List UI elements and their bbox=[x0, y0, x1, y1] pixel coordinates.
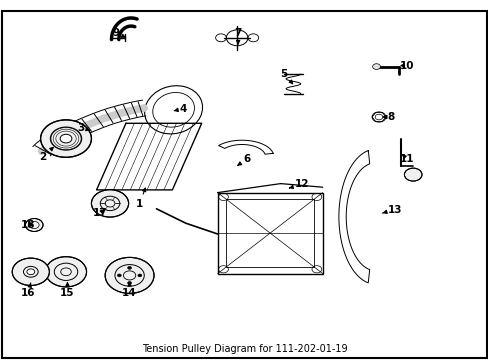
Text: 8: 8 bbox=[383, 112, 394, 122]
Bar bbox=[226, 199, 313, 267]
Circle shape bbox=[372, 64, 380, 69]
Circle shape bbox=[138, 274, 142, 277]
Circle shape bbox=[127, 282, 131, 284]
Circle shape bbox=[91, 190, 128, 217]
Text: 18: 18 bbox=[21, 220, 36, 230]
Text: 5: 5 bbox=[280, 69, 292, 84]
Text: 6: 6 bbox=[237, 154, 250, 165]
Circle shape bbox=[117, 274, 121, 277]
Text: 13: 13 bbox=[382, 204, 402, 215]
Text: 9: 9 bbox=[113, 28, 125, 38]
Bar bbox=[217, 193, 322, 274]
Circle shape bbox=[127, 266, 131, 269]
Circle shape bbox=[25, 219, 43, 231]
Circle shape bbox=[105, 257, 154, 293]
Circle shape bbox=[45, 257, 86, 287]
Circle shape bbox=[41, 120, 91, 157]
Text: 4: 4 bbox=[174, 104, 187, 114]
Text: Tension Pulley Diagram for 111-202-01-19: Tension Pulley Diagram for 111-202-01-19 bbox=[142, 343, 346, 354]
Text: 1: 1 bbox=[136, 188, 145, 210]
Text: 14: 14 bbox=[122, 283, 137, 298]
Text: 17: 17 bbox=[93, 208, 107, 218]
Circle shape bbox=[12, 258, 49, 285]
Circle shape bbox=[60, 134, 72, 143]
Text: 16: 16 bbox=[21, 283, 36, 298]
Text: 11: 11 bbox=[399, 154, 413, 164]
Text: 3: 3 bbox=[77, 123, 90, 133]
Text: 10: 10 bbox=[399, 60, 413, 71]
Text: 7: 7 bbox=[234, 28, 242, 44]
Circle shape bbox=[27, 269, 35, 275]
Text: 12: 12 bbox=[289, 179, 309, 189]
Circle shape bbox=[404, 168, 421, 181]
Text: 15: 15 bbox=[60, 283, 75, 298]
Text: 2: 2 bbox=[40, 147, 53, 162]
